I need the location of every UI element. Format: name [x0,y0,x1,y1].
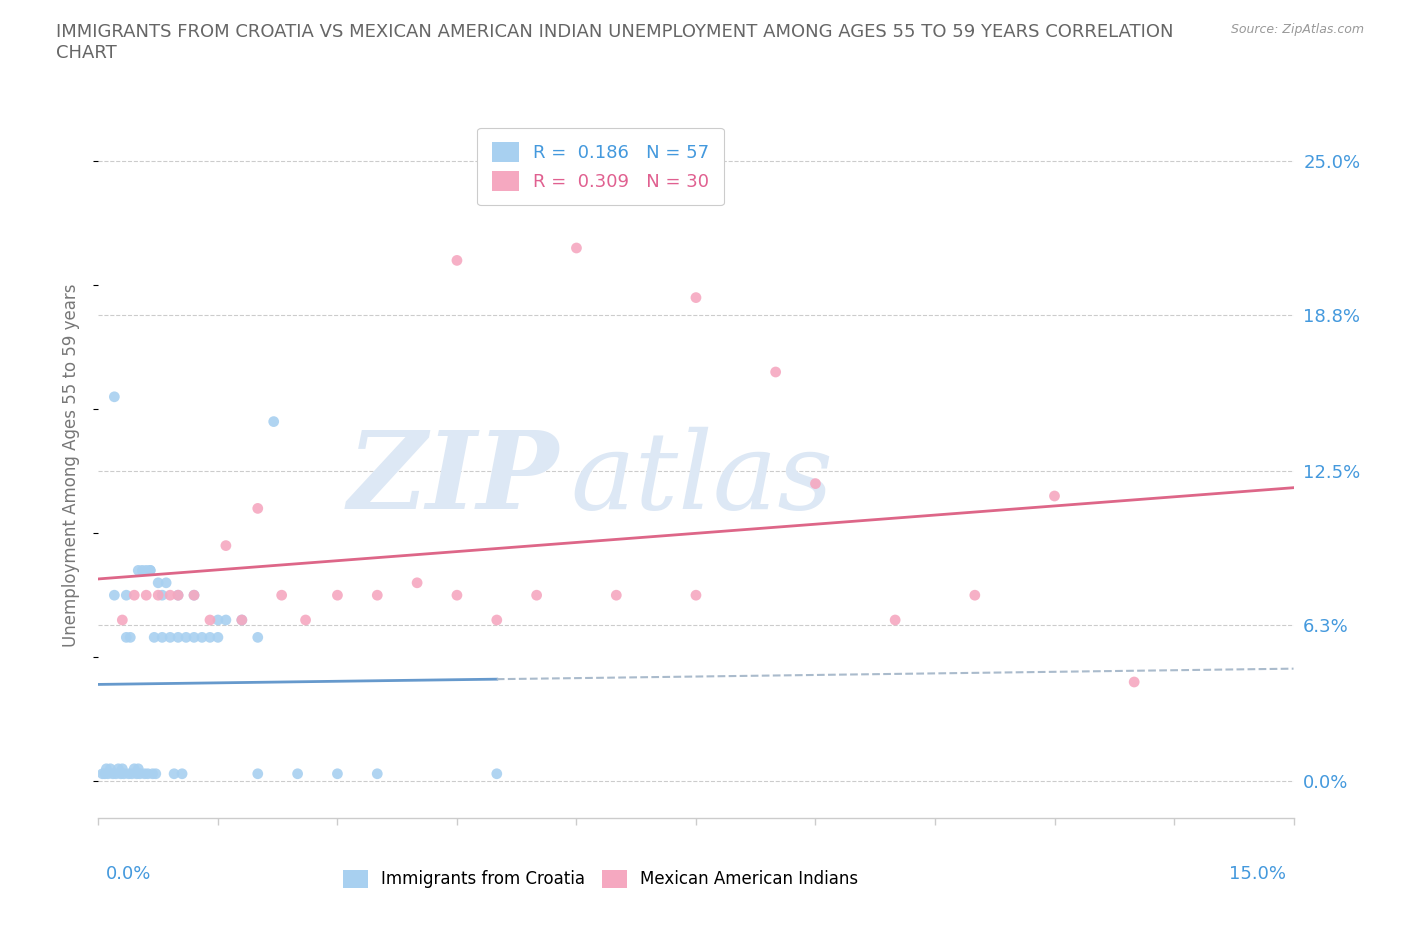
Point [174,630,197,644]
Point [135,588,157,603]
Point [326,766,349,781]
Point [115,588,138,603]
Point [155,576,177,591]
Point [148,576,170,591]
Point [135,563,157,578]
Point [804,476,827,491]
Point [366,588,388,603]
Point [605,588,627,603]
Text: Source: ZipAtlas.com: Source: ZipAtlas.com [1230,23,1364,36]
Point [97,766,120,781]
Point [111,613,134,628]
Point [246,630,269,644]
Point [150,630,173,644]
Point [115,630,138,644]
Text: 15.0%: 15.0% [1229,865,1286,883]
Point [526,588,548,603]
Point [183,630,205,644]
Text: 0.0%: 0.0% [105,865,150,883]
Point [270,588,292,603]
Point [127,762,149,777]
Point [294,613,316,628]
Point [110,766,132,781]
Point [884,613,907,628]
Point [94,766,117,781]
Point [172,766,194,781]
Point [231,613,253,628]
Text: ZIP: ZIP [347,426,558,532]
Point [231,613,253,628]
Point [96,762,118,777]
Point [685,290,707,305]
Point [107,762,129,777]
Point [167,588,190,603]
Point [246,766,269,781]
Point [91,766,114,781]
Point [485,766,508,781]
Point [120,630,142,644]
Point [112,766,135,781]
Point [128,766,150,781]
Point [148,588,170,603]
Legend: Immigrants from Croatia, Mexican American Indians: Immigrants from Croatia, Mexican America… [336,863,865,895]
Point [118,766,141,781]
Point [183,588,205,603]
Point [103,588,125,603]
Point [131,563,153,578]
Text: IMMIGRANTS FROM CROATIA VS MEXICAN AMERICAN INDIAN UNEMPLOYMENT AMONG AGES 55 TO: IMMIGRANTS FROM CROATIA VS MEXICAN AMERI… [56,23,1174,62]
Point [167,588,190,603]
Point [326,588,349,603]
Point [159,630,181,644]
Point [167,630,190,644]
Point [183,588,205,603]
Y-axis label: Unemployment Among Ages 55 to 59 years: Unemployment Among Ages 55 to 59 years [62,284,80,646]
Point [287,766,309,781]
Point [125,766,148,781]
Point [139,563,162,578]
Point [198,613,221,628]
Point [263,414,285,429]
Point [124,588,146,603]
Point [121,766,143,781]
Point [142,766,165,781]
Point [685,588,707,603]
Point [207,613,229,628]
Point [101,766,124,781]
Point [198,630,221,644]
Point [446,588,468,603]
Point [565,241,588,256]
Point [1043,488,1066,503]
Point [103,390,125,405]
Point [139,563,162,578]
Point [111,762,134,777]
Point [963,588,986,603]
Point [215,613,238,628]
Point [159,588,181,603]
Point [246,501,269,516]
Point [98,762,122,777]
Point [215,538,238,553]
Point [134,766,156,781]
Point [163,766,186,781]
Point [191,630,214,644]
Point [104,766,127,781]
Point [136,766,159,781]
Point [446,253,468,268]
Text: atlas: atlas [571,427,834,532]
Point [150,588,173,603]
Point [124,762,146,777]
Point [765,365,787,379]
Point [406,576,429,591]
Point [485,613,508,628]
Point [145,766,167,781]
Point [1123,674,1146,689]
Point [366,766,388,781]
Point [207,630,229,644]
Point [127,563,149,578]
Point [143,630,166,644]
